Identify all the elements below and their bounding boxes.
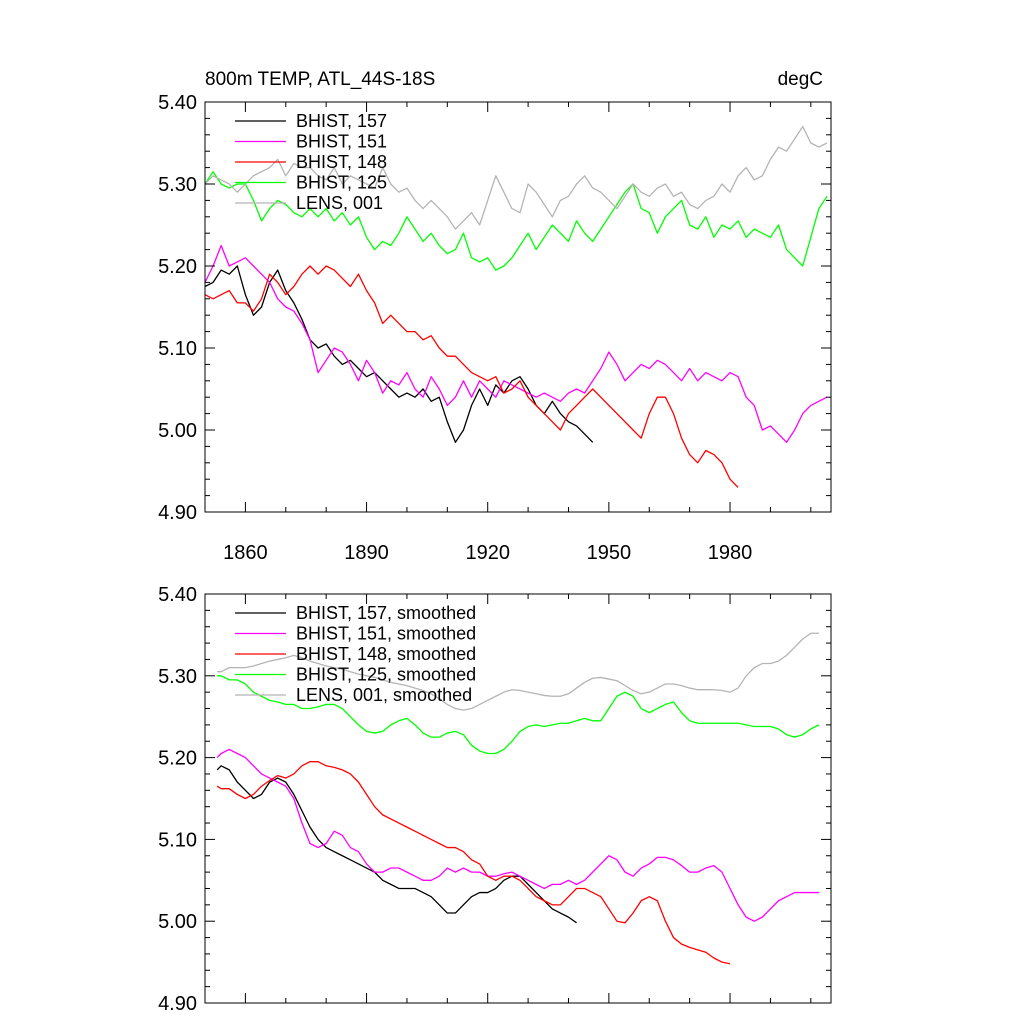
plot-frame: [204, 101, 832, 513]
x-tick-label: 1950: [587, 542, 632, 564]
legend-label: BHIST, 148, smoothed: [296, 644, 476, 664]
series-line-3: [216, 761, 731, 965]
y-tick-label: 5.20: [158, 748, 197, 770]
legend-label: BHIST, 151: [296, 132, 387, 152]
legend-label: LENS, 001: [296, 193, 383, 213]
y-tick-label: 4.90: [158, 993, 197, 1015]
series-line-4: [204, 171, 828, 271]
legend-label: BHIST, 125, smoothed: [296, 665, 476, 685]
y-tick-label: 5.40: [158, 584, 197, 606]
legend-label: LENS, 001, smoothed: [296, 685, 472, 705]
legend-label: BHIST, 151, smoothed: [296, 624, 476, 644]
series-line-2: [204, 244, 828, 443]
series-line-5: [204, 125, 828, 230]
y-tick-label: 5.10: [158, 338, 197, 360]
series-line-3: [204, 265, 739, 488]
y-tick-label: 5.00: [158, 911, 197, 933]
x-tick-label: 1980: [708, 542, 753, 564]
chart-panel-2: 4.90 5.00 5.10 5.20 5.30 5.40 BHIST, 157, smoo…: [158, 584, 832, 1015]
chart-title: 800m TEMP, ATL_44S-18S: [205, 69, 435, 90]
plot-frame: [204, 593, 832, 1004]
legend-label: BHIST, 157: [296, 111, 387, 131]
series-line-4: [217, 675, 820, 755]
legend-label: BHIST, 157, smoothed: [296, 603, 476, 623]
y-tick-label: 5.00: [158, 420, 197, 442]
units-label: degC: [778, 69, 823, 90]
y-tick-label: 5.20: [158, 256, 197, 278]
chart-panel-1: 4.90 5.00 5.10 5.20 5.30 5.40 1860 1890 1920 1950…: [158, 69, 832, 564]
y-tick-label: 5.10: [158, 829, 197, 851]
legend-label: BHIST, 125: [296, 173, 387, 193]
y-tick-label: 5.40: [158, 92, 197, 114]
series-line-2: [216, 748, 819, 922]
x-tick-label: 1860: [223, 542, 268, 564]
y-tick-label: 5.30: [158, 174, 197, 196]
legend-label: BHIST, 148: [296, 152, 387, 172]
series-line-5: [217, 632, 819, 711]
x-tick-label: 1890: [344, 542, 389, 564]
y-tick-label: 5.30: [158, 666, 197, 688]
x-tick-label: 1920: [465, 542, 510, 564]
series-line-1: [216, 765, 577, 924]
y-tick-label: 4.90: [158, 502, 197, 524]
